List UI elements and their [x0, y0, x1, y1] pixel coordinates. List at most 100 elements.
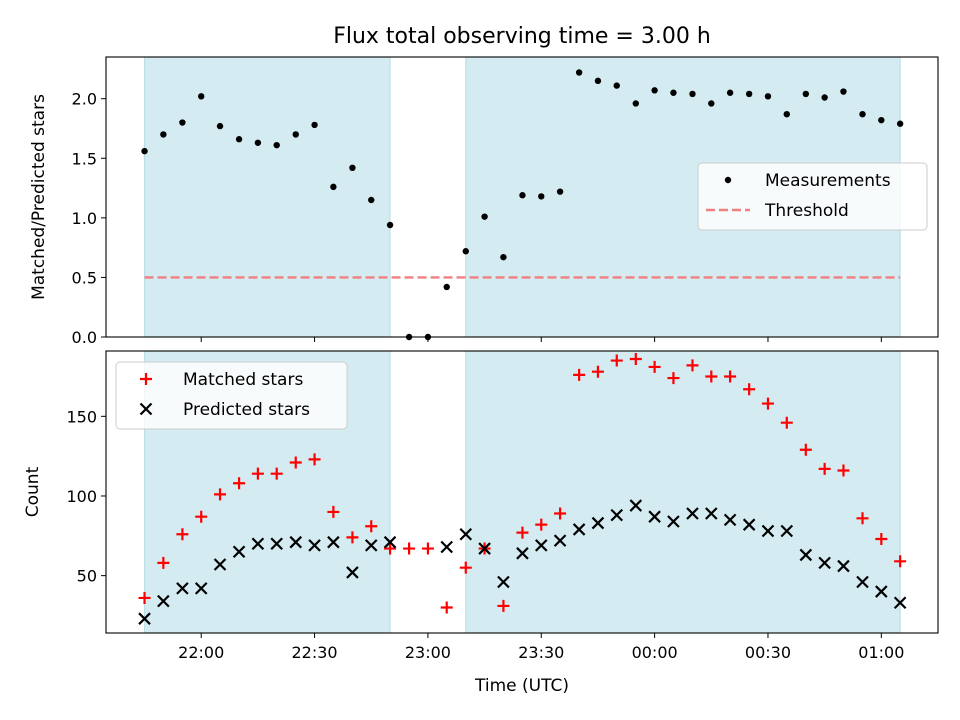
count-legend: Matched stars Predicted stars — [115, 361, 348, 430]
data-point — [519, 192, 526, 199]
data-point — [837, 464, 850, 477]
data-point — [233, 477, 246, 490]
data-point — [292, 131, 299, 138]
data-point — [138, 612, 151, 625]
data-point — [497, 575, 510, 589]
count-panel: 50 100 150 22:00 22:30 23:00 23:30 00:00 00:30 0… — [23, 350, 939, 696]
data-point — [232, 545, 246, 559]
data-point — [896, 120, 904, 127]
ratio-panel-frame — [105, 56, 939, 338]
data-point — [330, 183, 337, 191]
ratio-legend: Measurements Threshold — [697, 162, 928, 231]
data-point — [894, 555, 907, 568]
data-point — [723, 513, 737, 527]
observing-shading — [144, 56, 901, 338]
ratio-y-axis: 0.0 0.5 1.0 1.5 2.0 — [72, 90, 106, 347]
legend-marker — [724, 176, 732, 184]
data-point — [705, 507, 718, 520]
data-point — [629, 499, 643, 512]
data-point — [403, 542, 416, 555]
data-point — [856, 512, 869, 525]
legend-box — [697, 162, 928, 231]
data-point — [421, 542, 434, 555]
data-point — [198, 93, 205, 100]
x-tick-label: 01:00 — [858, 643, 904, 662]
data-point — [893, 596, 907, 610]
data-point — [799, 548, 813, 562]
legend-label: Predicted stars — [183, 400, 310, 420]
data-point — [141, 147, 148, 155]
data-point — [194, 582, 208, 595]
legend-marker — [140, 373, 152, 385]
data-point — [591, 516, 605, 530]
data-point — [365, 520, 378, 533]
data-point — [440, 540, 454, 554]
x-tick-label: 22:30 — [292, 643, 338, 662]
data-point — [251, 467, 264, 480]
data-point — [157, 556, 170, 569]
x-tick-label: 22:00 — [178, 643, 224, 662]
data-point — [384, 542, 397, 555]
data-point — [856, 575, 869, 589]
data-point — [859, 110, 866, 118]
data-point — [270, 467, 283, 480]
data-point — [799, 443, 812, 456]
data-point — [481, 213, 488, 220]
data-point — [478, 542, 491, 555]
data-point — [670, 89, 677, 96]
data-point — [818, 556, 831, 570]
data-point — [254, 139, 262, 146]
count-panel-frame — [105, 350, 939, 634]
data-point — [591, 365, 604, 378]
y-tick-label: 1.5 — [72, 149, 97, 168]
data-point — [516, 526, 529, 539]
data-point — [764, 93, 772, 100]
y-tick-label: 100 — [66, 487, 97, 506]
chart-title: Flux total observing time = 3.00 h — [333, 24, 711, 49]
data-point — [742, 518, 756, 531]
data-point — [837, 559, 850, 573]
data-point — [726, 89, 734, 96]
shaded-interval — [144, 56, 391, 338]
data-point — [556, 188, 564, 195]
data-point — [573, 368, 586, 381]
data-point — [311, 121, 318, 129]
data-point — [651, 87, 658, 94]
data-point — [176, 528, 189, 541]
data-point — [251, 537, 265, 551]
data-point — [386, 221, 394, 229]
legend-label: Threshold — [764, 201, 849, 221]
data-point — [462, 248, 469, 255]
x-tick-label: 00:00 — [632, 643, 678, 662]
data-point — [157, 594, 170, 608]
data-point — [780, 416, 793, 429]
data-point — [761, 524, 775, 538]
data-point — [686, 359, 699, 372]
data-point — [629, 352, 642, 365]
data-point — [875, 533, 888, 545]
data-point — [497, 599, 510, 612]
data-point — [349, 164, 356, 172]
y-tick-label: 2.0 — [72, 90, 97, 109]
data-point — [648, 510, 661, 523]
legend-label: Matched stars — [183, 370, 303, 390]
data-point — [667, 372, 680, 385]
y-tick-label: 150 — [66, 407, 97, 426]
data-point — [613, 82, 620, 89]
data-point — [440, 601, 453, 614]
shaded-interval — [465, 350, 901, 634]
data-point — [780, 524, 794, 538]
data-point — [743, 383, 756, 396]
data-point — [364, 539, 378, 552]
ratio-x-ticks — [200, 337, 882, 342]
data-point — [214, 488, 227, 501]
y-tick-label: 1.0 — [72, 209, 97, 228]
ratio-panel: 0.00.51.01.52.0 Matched/Predicted stars … — [29, 56, 939, 347]
x-tick-label: 23:00 — [405, 643, 451, 662]
data-point — [708, 100, 715, 107]
data-point — [689, 90, 696, 98]
data-point — [273, 141, 280, 149]
data-point — [535, 518, 548, 531]
legend-label: Measurements — [765, 171, 891, 191]
measurement-points — [141, 69, 904, 341]
